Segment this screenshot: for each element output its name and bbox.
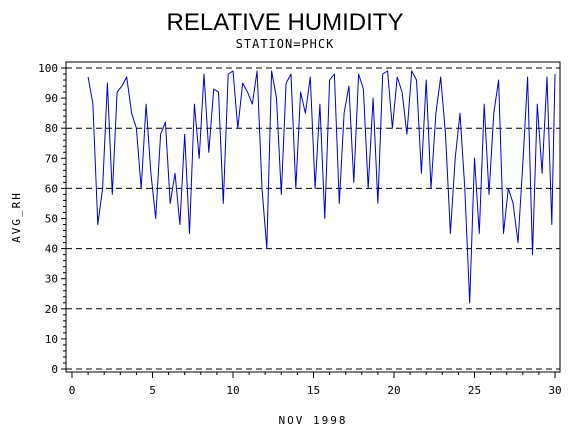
x-tick-label: 20 bbox=[387, 384, 400, 397]
y-tick-label: 50 bbox=[45, 213, 58, 226]
x-tick-label: 30 bbox=[548, 384, 561, 397]
reference-lines bbox=[66, 67, 560, 370]
y-axis-ticks: 0 10 20 30 40 50 60 70 80 90 100 bbox=[38, 62, 66, 376]
y-tick-label: 0 bbox=[51, 363, 58, 376]
x-tick-label: 5 bbox=[149, 384, 156, 397]
y-tick-label: 80 bbox=[45, 122, 58, 135]
y-tick-label: 40 bbox=[45, 243, 58, 256]
x-tick-label: 25 bbox=[468, 384, 481, 397]
y-tick-label: 60 bbox=[45, 182, 58, 195]
plot-frame bbox=[65, 61, 561, 373]
y-tick-label: 10 bbox=[45, 333, 58, 346]
x-tick-label: 10 bbox=[226, 384, 239, 397]
y-tick-label: 30 bbox=[45, 273, 58, 286]
series-group bbox=[87, 70, 556, 304]
x-axis-label: NOV 1998 bbox=[279, 414, 348, 427]
x-axis-ticks: 0 5 10 15 20 25 30 bbox=[69, 372, 562, 397]
y-tick-label: 100 bbox=[38, 62, 58, 75]
y-tick-label: 90 bbox=[45, 92, 58, 105]
chart-subtitle: STATION=PHCK bbox=[236, 37, 335, 51]
series-line-avg-rh bbox=[87, 70, 556, 304]
y-tick-label: 20 bbox=[45, 303, 58, 316]
y-tick-label: 70 bbox=[45, 152, 58, 165]
chart-title: RELATIVE HUMIDITY bbox=[167, 9, 404, 36]
x-tick-label: 0 bbox=[69, 384, 76, 397]
y-axis-label: AVG_RH bbox=[10, 191, 23, 243]
x-tick-label: 15 bbox=[307, 384, 320, 397]
